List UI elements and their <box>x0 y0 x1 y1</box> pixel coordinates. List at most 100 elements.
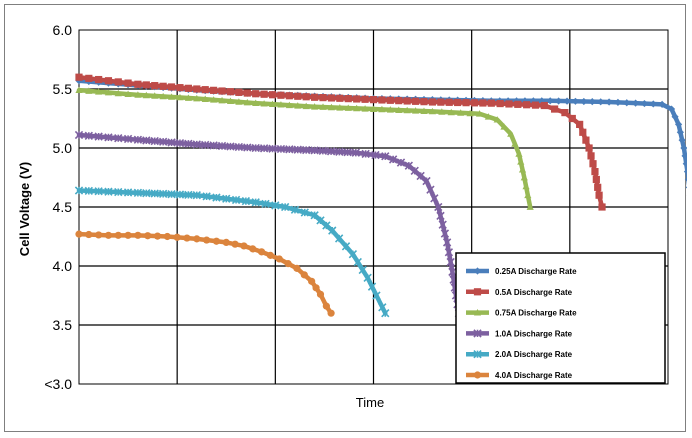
data-point-marker <box>353 104 361 112</box>
data-point-marker <box>74 130 84 140</box>
data-point-marker <box>369 96 378 104</box>
data-point-marker <box>515 150 523 157</box>
data-point-marker <box>114 134 123 143</box>
data-point-marker <box>675 120 683 128</box>
data-point-marker <box>511 140 519 147</box>
data-point-marker <box>667 105 676 113</box>
data-point-marker <box>588 98 596 106</box>
data-point-marker <box>649 100 657 108</box>
data-point-marker <box>249 245 257 253</box>
data-point-marker <box>538 97 546 105</box>
data-point-marker <box>632 99 640 107</box>
y-tick-label: 6.0 <box>53 22 73 38</box>
data-point-marker <box>104 133 113 142</box>
data-point-marker <box>261 199 270 209</box>
data-point-marker <box>526 203 534 210</box>
data-point-marker <box>576 120 584 128</box>
data-point-marker <box>594 183 602 191</box>
data-point-marker <box>395 106 403 113</box>
data-point-marker <box>444 248 454 257</box>
data-point-marker <box>84 131 93 140</box>
data-point-marker <box>505 100 513 108</box>
data-point-marker <box>336 104 344 111</box>
data-point-marker <box>473 267 482 275</box>
y-tick-label: 4.5 <box>53 199 73 215</box>
data-point-marker <box>684 177 687 182</box>
data-point-marker <box>473 329 482 338</box>
data-point-marker <box>114 78 122 86</box>
data-point-marker <box>473 288 482 296</box>
data-point-marker <box>496 99 504 108</box>
data-point-marker <box>587 152 595 160</box>
data-point-marker <box>222 238 230 246</box>
data-point-marker <box>316 290 325 298</box>
data-point-marker <box>361 95 369 103</box>
data-point-marker <box>381 309 390 318</box>
legend-entry: 4.0A Discharge Rate <box>466 371 573 380</box>
data-point-marker <box>457 109 465 116</box>
data-point-marker <box>462 99 470 107</box>
data-point-marker <box>142 91 150 99</box>
data-point-marker <box>493 116 501 123</box>
data-point-marker <box>133 135 143 144</box>
data-point-marker <box>678 136 686 144</box>
data-point-marker <box>623 99 631 107</box>
data-point-marker <box>277 91 285 99</box>
data-point-marker <box>210 86 218 94</box>
data-point-marker <box>571 97 580 105</box>
y-tick-label: 3.5 <box>53 317 73 333</box>
data-point-marker <box>104 77 113 85</box>
data-point-marker <box>74 186 84 195</box>
data-point-marker <box>614 98 622 106</box>
data-point-marker <box>561 109 569 117</box>
data-point-marker <box>167 190 176 199</box>
data-point-marker <box>124 231 132 239</box>
data-point-marker <box>114 231 122 239</box>
data-point-marker <box>252 90 260 98</box>
data-point-marker <box>176 84 184 92</box>
data-point-marker <box>344 104 352 111</box>
data-point-marker <box>327 94 336 102</box>
data-point-marker <box>144 232 152 240</box>
data-point-marker <box>280 202 290 212</box>
data-point-marker <box>589 160 597 168</box>
data-point-marker <box>363 273 372 282</box>
data-point-marker <box>568 114 576 123</box>
data-point-marker <box>411 97 420 105</box>
data-point-marker <box>193 235 201 243</box>
data-point-marker <box>514 100 522 108</box>
data-point-marker <box>386 96 394 104</box>
data-point-marker <box>243 143 252 152</box>
data-point-marker <box>193 85 201 93</box>
series-0-5a-discharge-rate <box>75 73 606 211</box>
data-point-marker <box>334 234 344 243</box>
data-point-marker <box>271 201 280 210</box>
data-point-marker <box>235 88 243 96</box>
data-point-marker <box>275 255 283 263</box>
data-point-marker <box>290 205 300 214</box>
data-point-marker <box>114 89 122 97</box>
y-tick-label: 4.0 <box>53 258 73 274</box>
data-point-marker <box>153 232 162 240</box>
data-point-marker <box>84 186 93 196</box>
legend-label: 1.0A Discharge Rate <box>495 329 573 338</box>
data-point-marker <box>685 186 687 189</box>
y-tick-label: 5.0 <box>53 140 73 156</box>
data-point-marker <box>428 107 436 115</box>
data-point-marker <box>388 155 398 164</box>
data-point-marker <box>367 282 377 291</box>
data-point-marker <box>167 138 176 147</box>
data-point-marker <box>176 93 184 101</box>
data-point-marker <box>595 191 603 199</box>
data-point-marker <box>371 150 380 160</box>
data-point-marker <box>524 191 532 199</box>
data-point-marker <box>294 92 302 100</box>
data-point-marker <box>531 101 540 109</box>
data-point-marker <box>310 146 319 155</box>
data-point-marker <box>95 231 103 239</box>
data-point-marker <box>658 100 666 108</box>
data-point-marker <box>420 98 428 106</box>
data-point-marker <box>124 90 132 97</box>
data-point-marker <box>430 194 439 203</box>
data-point-marker <box>445 98 453 106</box>
